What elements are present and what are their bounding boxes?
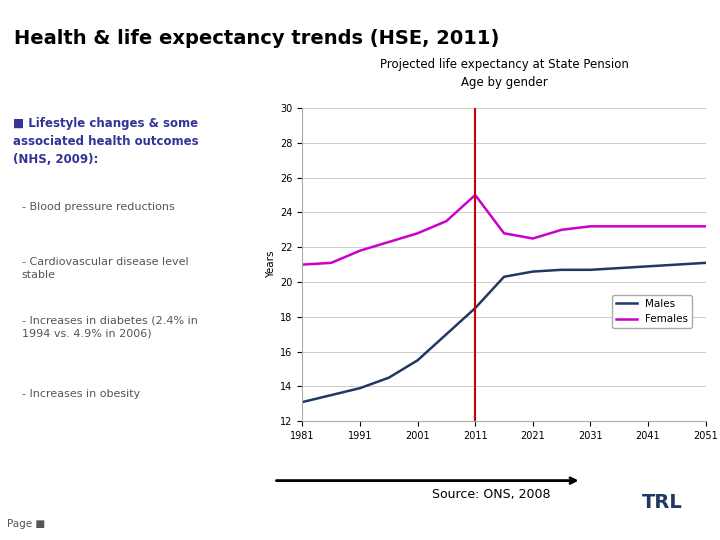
Females: [500, 230, 508, 237]
Females: [384, 239, 393, 245]
Text: Health & life expectancy trends (HSE, 2011): Health & life expectancy trends (HSE, 20…: [14, 29, 500, 48]
Legend: Males, Females: Males, Females: [612, 295, 693, 328]
Y-axis label: Years: Years: [266, 251, 276, 278]
Females: [356, 247, 364, 254]
Text: Projected life expectancy at State Pension
Age by gender: Projected life expectancy at State Pensi…: [379, 58, 629, 89]
Text: - Cardiovascular disease level
stable: - Cardiovascular disease level stable: [22, 257, 188, 280]
Females: [672, 223, 681, 230]
Males: [586, 267, 595, 273]
Females: [528, 235, 537, 242]
Females: [442, 218, 451, 224]
Females: [298, 261, 307, 268]
Females: [615, 223, 624, 230]
Males: [644, 263, 652, 269]
Females: [557, 227, 566, 233]
Males: [327, 392, 336, 399]
Text: TRL: TRL: [642, 492, 683, 512]
Males: [500, 274, 508, 280]
Females: [413, 230, 422, 237]
Males: [356, 385, 364, 392]
Males: [298, 399, 307, 406]
Females: [471, 192, 480, 198]
Line: Females: Females: [302, 195, 706, 265]
Females: [327, 260, 336, 266]
Males: [615, 265, 624, 271]
Males: [413, 357, 422, 363]
Males: [471, 305, 480, 312]
Females: [644, 223, 652, 230]
Males: [442, 331, 451, 338]
Males: [672, 261, 681, 268]
Text: - Blood pressure reductions: - Blood pressure reductions: [22, 202, 174, 212]
Text: ■ Lifestyle changes & some
associated health outcomes
(NHS, 2009):: ■ Lifestyle changes & some associated he…: [13, 117, 199, 166]
Text: - Increases in diabetes (2.4% in
1994 vs. 4.9% in 2006): - Increases in diabetes (2.4% in 1994 vs…: [22, 315, 197, 339]
Text: Source: ONS, 2008: Source: ONS, 2008: [432, 488, 551, 501]
Text: - Increases in obesity: - Increases in obesity: [22, 389, 140, 399]
Males: [557, 267, 566, 273]
Line: Males: Males: [302, 263, 706, 402]
Males: [701, 260, 710, 266]
Males: [528, 268, 537, 275]
Females: [586, 223, 595, 230]
Text: Page ■: Page ■: [7, 519, 45, 529]
Males: [384, 374, 393, 381]
Females: [701, 223, 710, 230]
